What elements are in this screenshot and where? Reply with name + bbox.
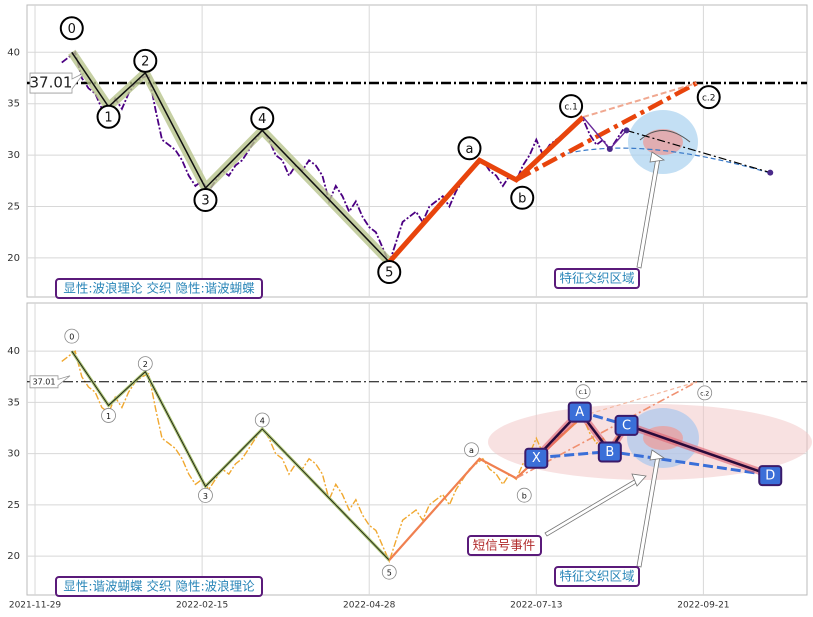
wave-label: 5	[385, 266, 393, 281]
wave-label: b	[518, 191, 526, 206]
wave-marker	[377, 260, 402, 285]
arrow-head	[631, 473, 647, 487]
y-tick-label: 20	[7, 253, 20, 264]
harmonic-marker	[597, 441, 622, 463]
wave-marker	[510, 185, 535, 210]
eye-mark	[639, 130, 691, 143]
note: 短信号事件	[473, 538, 536, 553]
wave-marker	[137, 356, 153, 372]
y-tick-label: 40	[7, 346, 20, 357]
x-tick-label: 2022-02-15	[176, 601, 228, 611]
harmonic-label: C	[622, 418, 631, 433]
harmonic-point	[623, 127, 630, 134]
wave-label: 0	[69, 333, 74, 342]
wave-marker	[101, 408, 116, 423]
wave-label: 0	[68, 22, 76, 37]
note: 特征交织区域	[559, 271, 634, 286]
wave-marker	[697, 385, 713, 401]
note-box	[55, 576, 263, 597]
zone-core	[643, 129, 683, 155]
harmonic-label: A	[575, 405, 584, 420]
wave-marker	[575, 384, 591, 400]
harmonic-label: B	[605, 445, 614, 460]
y-tick-label: 30	[7, 449, 20, 460]
wave-label: c.2	[702, 94, 716, 104]
level-label: 37.01	[33, 377, 56, 386]
wave-label: 3	[203, 492, 208, 501]
note-box	[554, 268, 640, 289]
wave-label: c.2	[700, 390, 709, 397]
wave-label: c.1	[579, 389, 588, 396]
y-tick-label: 35	[7, 397, 20, 408]
wave-label: 1	[106, 412, 111, 421]
price-line	[61, 50, 624, 266]
wave-marker	[198, 487, 213, 503]
note: 显性:谐波蝴蝶 交织 隐性:波浪理论	[63, 579, 255, 594]
y-tick-label: 35	[7, 99, 20, 110]
note-box	[55, 278, 263, 299]
wave-label: c.1	[564, 103, 578, 113]
projection-curve	[559, 147, 771, 174]
wave-impulse	[71, 51, 390, 263]
level-label: 37.01	[30, 74, 73, 92]
wave-marker	[464, 442, 479, 458]
wave-label: 4	[258, 112, 266, 127]
wave-marker	[381, 564, 397, 580]
y-tick-label: 25	[7, 202, 20, 213]
level-label-box	[29, 72, 85, 94]
wave-marker	[696, 85, 721, 110]
harmonic-marker	[614, 414, 639, 436]
y-tick-label: 30	[7, 150, 20, 161]
harmonic-projection	[626, 129, 771, 174]
y-tick-label: 40	[7, 47, 20, 58]
arrow-head	[649, 151, 666, 163]
wave-marker	[96, 104, 121, 129]
wave-correction	[387, 115, 585, 264]
wave-label: a	[469, 446, 474, 455]
wave-projection	[582, 381, 697, 417]
note: 显性:波浪理论 交织 隐性:谐波蝴蝶	[63, 281, 255, 296]
wave-projection	[515, 81, 698, 182]
x-tick-label: 2022-09-21	[677, 601, 729, 611]
x-tick-label: 2022-04-28	[343, 601, 396, 611]
wave-marker	[133, 48, 158, 73]
level-label-box	[29, 375, 71, 389]
wave-label: 5	[387, 569, 392, 578]
x-tick-label: 2021-11-29	[9, 601, 62, 611]
y-tick-label: 20	[7, 551, 20, 562]
wave-projection	[582, 82, 698, 119]
wave-marker	[250, 106, 275, 131]
wave-label: b	[522, 492, 527, 501]
x-tick-label: 2022-07-13	[510, 601, 562, 611]
wave-label: a	[466, 142, 474, 157]
wave-label: 2	[143, 360, 148, 369]
wave-marker	[516, 487, 532, 503]
wave-label: 4	[260, 417, 265, 426]
harmonic-marker	[524, 447, 549, 469]
y-tick-label: 25	[7, 500, 20, 511]
note: 特征交织区域	[559, 569, 634, 584]
wave-marker	[457, 136, 482, 161]
harmonic-marker	[567, 401, 592, 423]
harmonic-label: D	[765, 469, 775, 484]
wave-marker	[559, 94, 584, 119]
note-box	[467, 535, 542, 556]
harmonic-marker	[758, 465, 783, 487]
wave-marker	[64, 328, 80, 344]
harmonic-point	[767, 169, 774, 176]
wave-marker	[254, 412, 270, 428]
note-box	[554, 566, 640, 587]
harmonic-label: X	[532, 451, 541, 466]
wave-marker	[193, 188, 218, 213]
harmonic-point	[606, 145, 613, 152]
wave-impulse	[71, 350, 390, 561]
wave-label: 3	[201, 194, 209, 209]
wave-label: 1	[104, 110, 112, 125]
wave-marker	[59, 16, 84, 41]
wave-label: 2	[141, 54, 149, 69]
arrow-head	[649, 449, 666, 461]
